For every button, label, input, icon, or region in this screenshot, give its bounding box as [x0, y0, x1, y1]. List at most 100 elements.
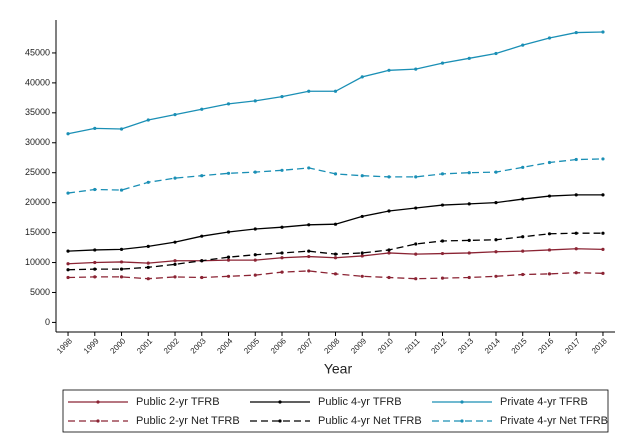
- x-tick-label: 2004: [215, 336, 234, 355]
- point: [387, 251, 391, 255]
- point: [440, 203, 445, 207]
- point: [200, 174, 204, 178]
- point: [494, 201, 498, 205]
- point: [200, 259, 204, 263]
- x-tick-label: 2011: [403, 336, 422, 355]
- point: [280, 168, 284, 172]
- point: [333, 272, 338, 276]
- point: [226, 255, 231, 259]
- point: [253, 99, 257, 103]
- point: [360, 274, 364, 278]
- x-tick-label: 2016: [536, 336, 555, 355]
- point: [173, 240, 177, 244]
- x-tick-label: 2018: [590, 336, 609, 355]
- point: [547, 272, 552, 276]
- point: [66, 132, 70, 136]
- x-tick-label: 2006: [269, 336, 288, 355]
- point: [280, 251, 284, 255]
- point: [333, 172, 338, 176]
- point: [414, 67, 418, 71]
- point: [440, 172, 445, 176]
- legend-marker: [278, 400, 282, 404]
- point: [280, 270, 284, 274]
- point: [601, 231, 605, 235]
- point: [226, 274, 231, 278]
- point: [307, 166, 311, 170]
- point: [494, 250, 498, 254]
- point: [93, 126, 97, 130]
- point: [226, 171, 231, 175]
- point: [173, 262, 177, 266]
- y-tick-label: 45000: [25, 47, 50, 57]
- y-tick-label: 10000: [25, 257, 50, 267]
- point: [547, 232, 552, 236]
- point: [387, 248, 391, 252]
- point: [200, 234, 204, 238]
- point: [226, 230, 231, 234]
- x-tick-label: 2001: [135, 336, 154, 355]
- x-tick-label: 1999: [82, 336, 101, 355]
- x-tick-label: 2007: [296, 336, 315, 355]
- point: [253, 253, 257, 257]
- point: [414, 252, 418, 256]
- point: [467, 275, 471, 280]
- point: [521, 272, 525, 277]
- point: [93, 267, 97, 271]
- point: [200, 107, 204, 111]
- legend-label: Private 4-yr Net TFRB: [500, 415, 608, 427]
- x-tick-label: 2003: [189, 336, 208, 355]
- point: [574, 157, 578, 162]
- point: [574, 30, 578, 35]
- point: [146, 118, 150, 122]
- point: [66, 262, 70, 266]
- point: [226, 258, 231, 262]
- point: [601, 271, 605, 275]
- point: [307, 89, 311, 93]
- x-tick-label: 2000: [108, 336, 127, 355]
- point: [494, 238, 498, 242]
- point: [521, 249, 525, 253]
- point: [467, 171, 471, 175]
- point: [360, 254, 364, 258]
- legend-marker: [460, 419, 464, 423]
- point: [574, 247, 578, 251]
- x-tick-label: 2005: [242, 336, 261, 355]
- point: [119, 188, 124, 192]
- point: [360, 251, 364, 255]
- point: [521, 43, 525, 47]
- point: [307, 223, 311, 227]
- point: [467, 56, 471, 60]
- y-tick-label: 20000: [25, 197, 50, 207]
- point: [601, 247, 605, 251]
- point: [307, 254, 311, 259]
- point: [574, 271, 578, 275]
- x-tick-label: 2014: [483, 336, 502, 355]
- point: [360, 214, 364, 219]
- y-tick-label: 40000: [25, 77, 50, 87]
- point: [119, 267, 124, 271]
- point: [253, 273, 257, 277]
- point: [547, 160, 552, 165]
- point: [440, 251, 445, 256]
- point: [253, 258, 257, 262]
- x-tick-label: 2010: [376, 336, 395, 355]
- point: [119, 127, 124, 131]
- y-tick-label: 35000: [25, 107, 50, 117]
- point: [66, 268, 70, 272]
- point: [253, 170, 257, 174]
- point: [280, 95, 284, 99]
- point: [280, 225, 284, 229]
- point: [547, 248, 552, 252]
- legend-marker: [96, 419, 100, 423]
- legend-marker: [96, 400, 100, 404]
- point: [360, 75, 364, 79]
- point: [146, 180, 150, 184]
- point: [173, 275, 177, 279]
- point: [467, 251, 471, 255]
- point: [333, 252, 338, 256]
- point: [146, 265, 150, 269]
- point: [146, 277, 150, 281]
- y-tick-label: 25000: [25, 167, 50, 177]
- point: [226, 102, 231, 106]
